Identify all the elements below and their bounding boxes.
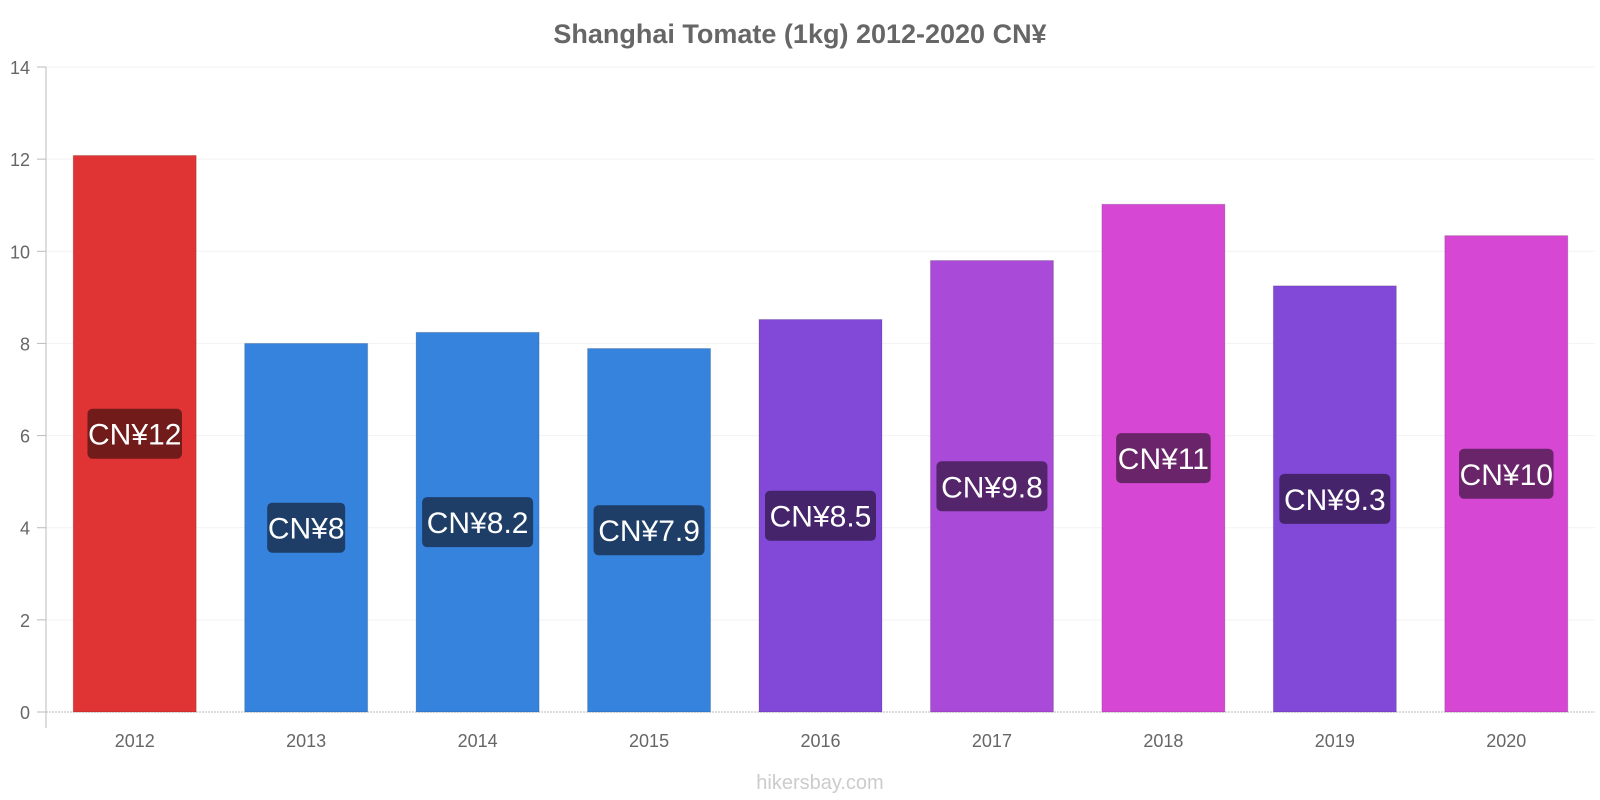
x-tick-label: 2014 [458, 731, 498, 751]
y-tick-label: 4 [20, 519, 30, 539]
value-label-box [936, 461, 1048, 512]
bars: CN¥12 CN¥8 CN¥8.2 CN¥7.9 CN¥8.5 CN¥9.8 CN¥11 CN… [72, 154, 1569, 713]
y-tick-label: 8 [20, 334, 30, 354]
value-label-box [593, 505, 705, 556]
value-label: CN¥8 [268, 513, 345, 546]
y-tick-label: 14 [10, 58, 30, 78]
chart-title: Shanghai Tomate (1kg) 2012-2020 CN¥ [553, 19, 1046, 49]
value-label: CN¥11 [1118, 443, 1209, 476]
value-label: CN¥8.2 [427, 507, 529, 540]
value-label: CN¥12 [88, 419, 181, 452]
value-label-box [1459, 448, 1554, 499]
value-label-box [1279, 473, 1391, 524]
x-tick-label: 2019 [1315, 731, 1355, 751]
x-tick-label: 2016 [800, 731, 840, 751]
value-label: CN¥10 [1460, 459, 1553, 492]
value-label: CN¥8.5 [770, 501, 872, 534]
x-tick-label: 2017 [972, 731, 1012, 751]
value-label-box [765, 490, 876, 541]
value-label: CN¥7.9 [598, 515, 700, 548]
x-tick-label: 2015 [629, 731, 669, 751]
x-tick-label: 2018 [1143, 731, 1183, 751]
source-watermark: hikersbay.com [756, 772, 883, 794]
y-tick-label: 10 [10, 242, 30, 262]
value-label: CN¥9.3 [1284, 484, 1386, 517]
x-tick-label: 2012 [115, 731, 155, 751]
y-tick-label: 12 [10, 150, 30, 170]
x-axis-labels: 2012 2013 2014 2015 2016 2017 2018 2019 2020 [115, 731, 1527, 751]
value-label-box [1116, 433, 1211, 484]
value-label: CN¥9.8 [941, 471, 1043, 504]
value-label-box [267, 502, 346, 553]
value-label-box [87, 408, 182, 459]
x-tick-label: 2013 [286, 731, 326, 751]
y-tick-label: 0 [20, 703, 30, 723]
y-tick-label: 6 [20, 427, 30, 447]
x-tick-label: 2020 [1486, 731, 1526, 751]
y-axis-labels: 0 2 4 6 8 10 12 14 [10, 58, 30, 723]
value-label-box [422, 497, 534, 548]
y-tick-label: 2 [20, 611, 30, 631]
